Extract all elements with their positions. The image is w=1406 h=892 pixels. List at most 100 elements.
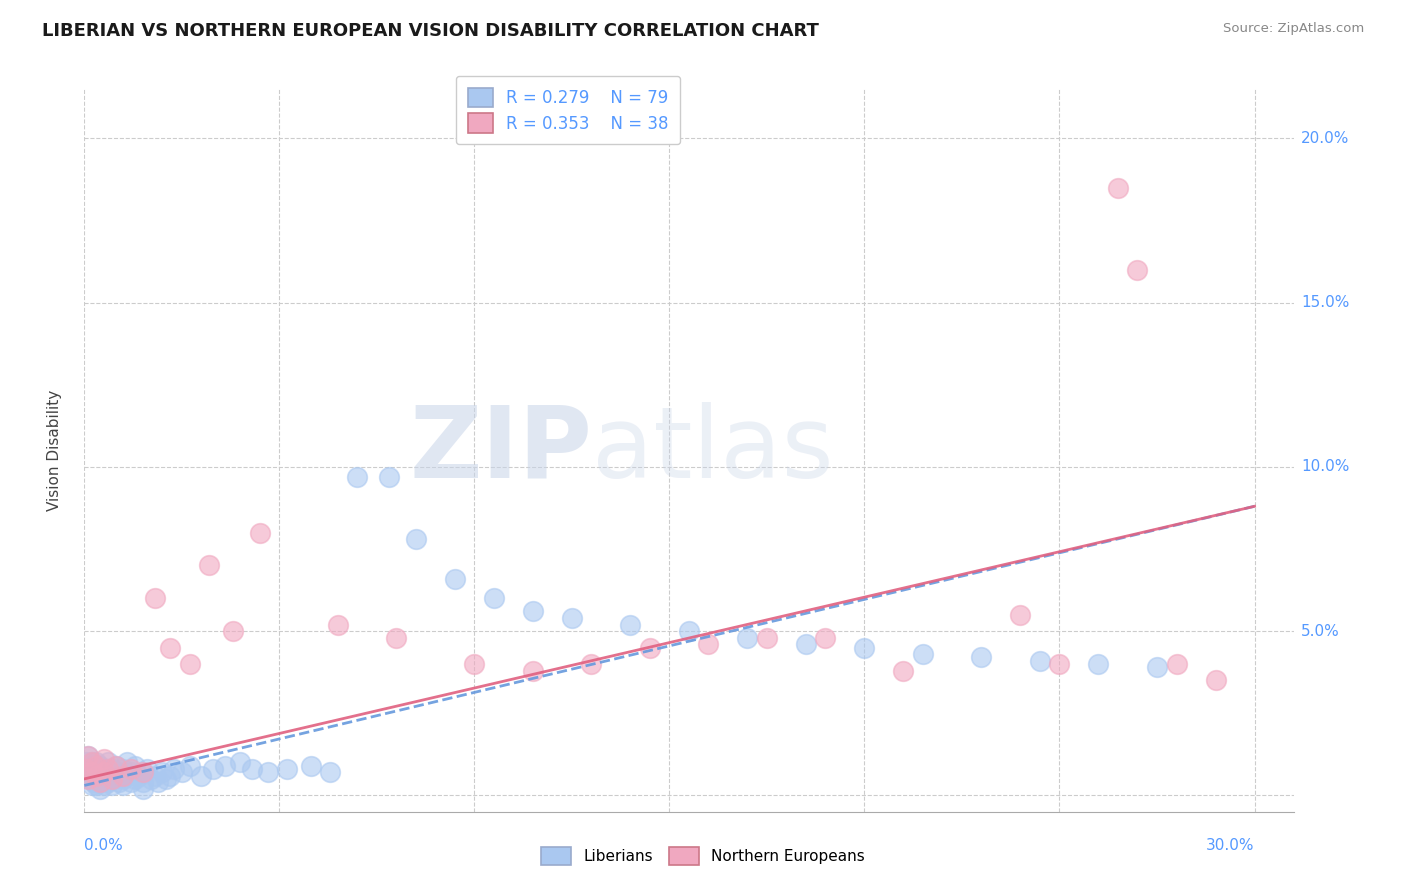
Point bbox=[143, 769, 166, 783]
Point bbox=[522, 604, 544, 618]
Point bbox=[737, 631, 759, 645]
Point bbox=[89, 775, 111, 789]
Point bbox=[170, 765, 193, 780]
Point bbox=[132, 781, 155, 796]
Point bbox=[249, 525, 271, 540]
Point bbox=[100, 779, 122, 793]
Point bbox=[581, 657, 603, 671]
Point bbox=[84, 756, 107, 770]
Point bbox=[112, 762, 135, 776]
Point bbox=[108, 765, 131, 780]
Point bbox=[79, 772, 101, 786]
Point bbox=[77, 772, 100, 786]
Point bbox=[93, 765, 115, 780]
Point bbox=[1049, 657, 1071, 671]
Point bbox=[117, 769, 139, 783]
Point bbox=[911, 647, 934, 661]
Point bbox=[1010, 607, 1032, 622]
Point bbox=[1205, 673, 1227, 688]
Point bbox=[97, 769, 120, 783]
Point bbox=[82, 756, 104, 770]
Point bbox=[124, 772, 146, 786]
Point bbox=[1146, 660, 1168, 674]
Point bbox=[697, 637, 720, 651]
Point bbox=[84, 769, 107, 783]
Point bbox=[132, 775, 155, 789]
Point bbox=[84, 762, 107, 776]
Point bbox=[97, 775, 120, 789]
Point bbox=[120, 762, 142, 776]
Point bbox=[132, 765, 155, 780]
Point bbox=[82, 765, 104, 780]
Point bbox=[89, 765, 111, 780]
Point bbox=[93, 765, 115, 780]
Text: Vision Disability: Vision Disability bbox=[46, 390, 62, 511]
Point bbox=[159, 640, 181, 655]
Point bbox=[163, 762, 186, 776]
Text: ZIP: ZIP bbox=[409, 402, 592, 499]
Point bbox=[82, 765, 104, 780]
Point bbox=[405, 532, 427, 546]
Point bbox=[128, 769, 150, 783]
Point bbox=[202, 762, 225, 776]
Legend: R = 0.279    N = 79, R = 0.353    N = 38: R = 0.279 N = 79, R = 0.353 N = 38 bbox=[456, 76, 681, 145]
Point bbox=[143, 591, 166, 606]
Point bbox=[89, 758, 111, 772]
Point bbox=[276, 762, 298, 776]
Point bbox=[229, 756, 252, 770]
Point bbox=[100, 772, 122, 786]
Point bbox=[84, 758, 107, 772]
Point bbox=[93, 772, 115, 786]
Point bbox=[84, 769, 107, 783]
Point bbox=[148, 775, 170, 789]
Point bbox=[214, 758, 236, 772]
Point bbox=[179, 758, 201, 772]
Point bbox=[135, 762, 157, 776]
Point bbox=[299, 758, 322, 772]
Text: atlas: atlas bbox=[592, 402, 834, 499]
Point bbox=[346, 469, 368, 483]
Point bbox=[1107, 180, 1129, 194]
Point bbox=[75, 762, 97, 776]
Point bbox=[117, 756, 139, 770]
Point bbox=[139, 772, 162, 786]
Point bbox=[385, 631, 408, 645]
Point bbox=[853, 640, 876, 655]
Point bbox=[561, 611, 583, 625]
Point bbox=[104, 758, 127, 772]
Point bbox=[77, 748, 100, 763]
Point bbox=[84, 779, 107, 793]
Point bbox=[159, 769, 181, 783]
Text: 5.0%: 5.0% bbox=[1302, 624, 1340, 639]
Point bbox=[1087, 657, 1109, 671]
Point bbox=[444, 572, 467, 586]
Text: 20.0%: 20.0% bbox=[1302, 131, 1350, 146]
Point bbox=[82, 756, 104, 770]
Text: 30.0%: 30.0% bbox=[1206, 838, 1254, 853]
Point bbox=[619, 617, 641, 632]
Point bbox=[463, 657, 485, 671]
Point bbox=[522, 664, 544, 678]
Point bbox=[814, 631, 837, 645]
Point bbox=[970, 650, 993, 665]
Point bbox=[82, 779, 104, 793]
Point bbox=[319, 765, 342, 780]
Point bbox=[150, 765, 173, 780]
Point bbox=[326, 617, 349, 632]
Point bbox=[112, 779, 135, 793]
Text: Source: ZipAtlas.com: Source: ZipAtlas.com bbox=[1223, 22, 1364, 36]
Point bbox=[97, 762, 120, 776]
Text: LIBERIAN VS NORTHERN EUROPEAN VISION DISABILITY CORRELATION CHART: LIBERIAN VS NORTHERN EUROPEAN VISION DIS… bbox=[42, 22, 820, 40]
Point bbox=[755, 631, 778, 645]
Point bbox=[256, 765, 278, 780]
Point bbox=[97, 756, 120, 770]
Point bbox=[112, 772, 135, 786]
Point bbox=[77, 762, 100, 776]
Point bbox=[89, 775, 111, 789]
Point bbox=[377, 469, 399, 483]
Point bbox=[120, 765, 142, 780]
Point bbox=[1029, 654, 1052, 668]
Point bbox=[108, 775, 131, 789]
Point bbox=[190, 769, 212, 783]
Point bbox=[100, 762, 122, 776]
